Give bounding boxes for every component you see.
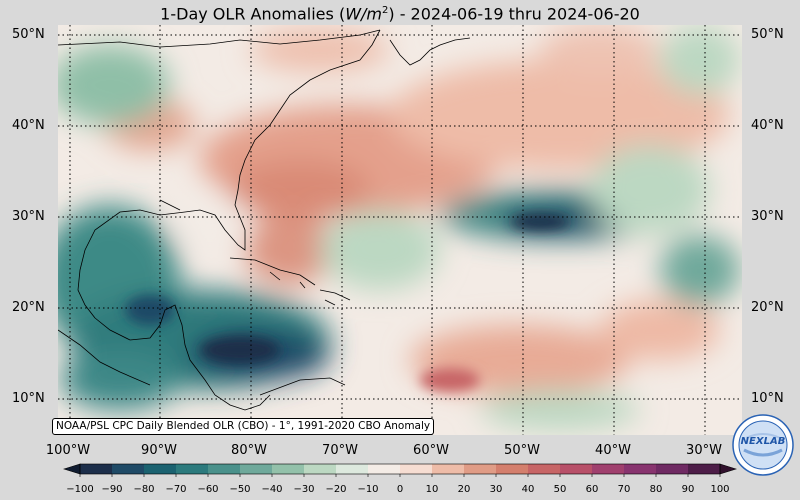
lat-label-right-20: 20°N (751, 300, 784, 315)
colorbar-tick-label: 70 (617, 484, 631, 495)
colorbar-tick-label: −100 (66, 484, 94, 495)
colorbar-tick-label: 20 (457, 484, 471, 495)
lon-label-70w: 70°W (322, 443, 358, 458)
colorbar-tick-label: −10 (357, 484, 379, 495)
lon-label-40w: 40°W (595, 443, 631, 458)
lon-label-60w: 60°W (413, 443, 449, 458)
colorbar-tick-label: −40 (261, 484, 283, 495)
lon-label-50w: 50°W (504, 443, 540, 458)
coastlines (58, 29, 471, 411)
lat-label-right-10: 10°N (751, 391, 784, 406)
colorbar-tick-label: −60 (197, 484, 219, 495)
nexlab-logo: NEXLAB (732, 414, 794, 476)
data-source-note: NOAA/PSL CPC Daily Blended OLR (CBO) - 1… (52, 418, 435, 435)
colorbar-tick-label: −30 (293, 484, 315, 495)
colorbar-tick-label: 80 (649, 484, 663, 495)
colorbar-tick-label: −70 (165, 484, 187, 495)
colorbar-tick-label: 90 (681, 484, 695, 495)
colorbar-tick-label: −80 (133, 484, 155, 495)
anomaly-field (58, 25, 740, 430)
colorbar-tick-label: 10 (425, 484, 439, 495)
colorbar-tick-label: 100 (710, 484, 730, 495)
colorbar-tick-label: 0 (396, 484, 404, 495)
lat-label-right-40: 40°N (751, 118, 784, 133)
lat-label-right-30: 30°N (751, 209, 784, 224)
lon-label-90w: 90°W (141, 443, 177, 458)
svg-text:NEXLAB: NEXLAB (741, 436, 786, 447)
lon-label-30w: 30°W (686, 443, 722, 458)
colorbar-tick-label: 30 (489, 484, 503, 495)
lat-label-right-50: 50°N (751, 27, 784, 42)
colorbar-tick-label: 60 (585, 484, 599, 495)
colorbar-tick-label: 50 (553, 484, 567, 495)
lat-label-left-10: 10°N (12, 391, 45, 406)
lon-label-100w: 100°W (45, 443, 91, 458)
lon-label-80w: 80°W (231, 443, 267, 458)
colorbar-tick-label: −20 (325, 484, 347, 495)
lat-label-left-50: 50°N (12, 27, 45, 42)
map-title: 1-Day OLR Anomalies (W/m2) - 2024-06-19 … (160, 4, 640, 24)
lat-label-left-30: 30°N (12, 209, 45, 224)
graticule (58, 25, 742, 435)
colorbar-tick-label: 40 (521, 484, 535, 495)
colorbar-tick-label: −90 (101, 484, 123, 495)
lat-label-left-20: 20°N (12, 300, 45, 315)
lat-label-left-40: 40°N (12, 118, 45, 133)
colorbar-tick-label: −50 (229, 484, 251, 495)
